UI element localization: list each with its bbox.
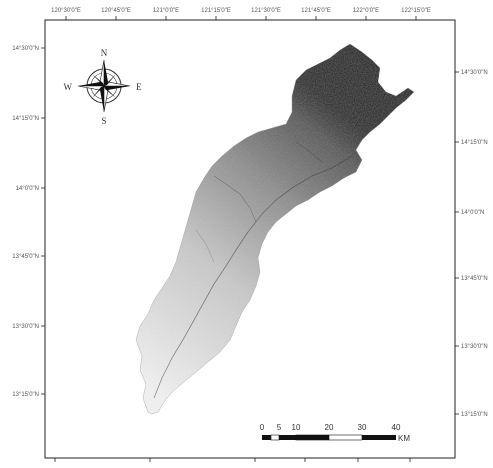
compass-north-arm bbox=[104, 60, 108, 86]
scale-label: 20 bbox=[325, 423, 334, 432]
scale-segment bbox=[279, 435, 296, 440]
scale-segment bbox=[262, 435, 271, 440]
scale-label: 10 bbox=[292, 423, 301, 432]
scale-segment bbox=[328, 434, 363, 441]
left-axis: 14°30'0"N 14°15'0"N 14°0'0"N 13°45'0"N 13°30… bbox=[12, 46, 45, 398]
top-tick-label: 120°30'0"E bbox=[51, 8, 81, 14]
left-tick-label: 13°15'0"N bbox=[12, 392, 39, 398]
scale-segment bbox=[270, 434, 280, 441]
right-tick-label: 13°15'0"N bbox=[461, 412, 488, 418]
top-tick-label: 120°45'0"E bbox=[101, 8, 131, 14]
scale-bar: 0 5 10 20 30 40 KM bbox=[260, 423, 411, 443]
scale-unit: KM bbox=[398, 434, 410, 443]
compass-south-label: S bbox=[101, 116, 106, 126]
compass-south-arm bbox=[100, 86, 104, 112]
right-axis: 14°30'0"N 14°15'0"N 14°0'0"N 13°45'0"N 13°30… bbox=[455, 70, 488, 418]
left-tick-label: 14°0'0"N bbox=[16, 186, 39, 192]
right-tick-label: 13°30'0"N bbox=[461, 344, 488, 350]
top-tick-label: 121°30'0"E bbox=[251, 8, 281, 14]
right-tick-label: 14°15'0"N bbox=[461, 140, 488, 146]
watershed-elevation-area bbox=[135, 43, 415, 415]
scale-label: 30 bbox=[358, 423, 367, 432]
top-tick-label: 122°0'0"E bbox=[353, 8, 379, 14]
river-main bbox=[153, 155, 353, 399]
compass-east-arm bbox=[104, 86, 130, 90]
north-arrow: N S E W bbox=[64, 48, 143, 126]
scale-segment bbox=[362, 435, 396, 440]
bottom-axis bbox=[54, 458, 411, 462]
top-tick-label: 121°0'0"E bbox=[153, 8, 179, 14]
top-tick-label: 121°45'0"E bbox=[301, 8, 331, 14]
compass-north-label: N bbox=[101, 48, 108, 58]
river-tributary bbox=[295, 141, 323, 163]
left-tick-label: 13°30'0"N bbox=[12, 324, 39, 330]
scale-label: 0 bbox=[260, 423, 265, 432]
left-tick-label: 13°45'0"N bbox=[12, 254, 39, 260]
river-tributary bbox=[213, 175, 257, 223]
left-tick-label: 14°15'0"N bbox=[12, 116, 39, 122]
top-tick-label: 121°15'0"E bbox=[201, 8, 231, 14]
scale-segment bbox=[296, 435, 329, 440]
right-tick-label: 13°45'0"N bbox=[461, 276, 488, 282]
left-tick-label: 14°30'0"N bbox=[12, 46, 39, 52]
compass-west-arm bbox=[78, 82, 104, 86]
scale-label: 5 bbox=[277, 423, 282, 432]
scale-label: 40 bbox=[392, 423, 401, 432]
top-axis: 120°30'0"E 120°45'0"E 121°0'0"E 121°15'0"E 1… bbox=[51, 8, 431, 20]
compass-west-label: W bbox=[64, 82, 73, 92]
river-tributary bbox=[195, 229, 215, 263]
compass-east-label: E bbox=[136, 82, 142, 92]
right-tick-label: 14°30'0"N bbox=[461, 70, 488, 76]
top-tick-label: 122°15'0"E bbox=[401, 8, 431, 14]
right-tick-label: 14°0'0"N bbox=[461, 210, 484, 216]
